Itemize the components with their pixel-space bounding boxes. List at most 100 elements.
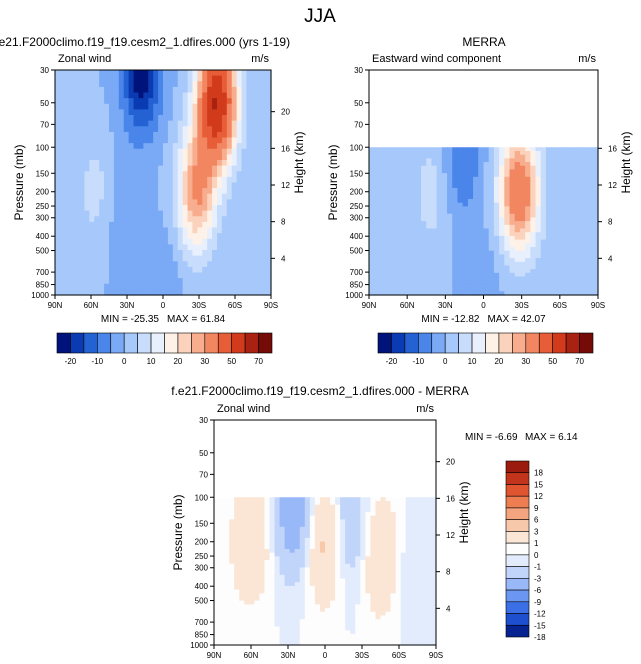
field-cell <box>457 206 464 211</box>
field-cell <box>64 233 71 240</box>
field-cell <box>379 232 386 237</box>
field-cell <box>571 158 578 163</box>
field-cell <box>499 180 505 185</box>
field-cell <box>314 585 321 591</box>
field-cell <box>167 109 174 116</box>
field-cell <box>197 233 203 240</box>
field-cell <box>128 233 135 240</box>
field-cell <box>299 582 306 587</box>
field-cell <box>325 600 331 605</box>
field-cell <box>488 261 495 267</box>
field-cell <box>284 585 291 591</box>
field-cell <box>319 600 326 605</box>
field-cell <box>473 154 479 159</box>
field-cell <box>133 109 140 116</box>
field-cell <box>158 75 164 82</box>
field-cell <box>431 287 438 292</box>
field-cell <box>566 250 573 255</box>
field-cell <box>266 137 272 144</box>
field-cell <box>113 272 120 279</box>
field-cell <box>452 176 459 182</box>
field-cell <box>478 213 485 219</box>
field-cell <box>426 147 433 152</box>
field-cell <box>592 272 599 278</box>
field-cell <box>163 176 169 184</box>
field-cell <box>241 216 248 223</box>
field-cell <box>457 176 464 182</box>
field-cell <box>246 176 252 184</box>
field-cell <box>289 519 296 524</box>
field-cell <box>133 70 140 77</box>
field-cell <box>535 154 542 159</box>
field-cell <box>561 213 568 219</box>
field-cell <box>212 148 218 155</box>
y-right-tick-label: 8 <box>281 218 286 227</box>
field-cell <box>577 261 583 267</box>
field-cell <box>375 519 382 524</box>
field-cell <box>452 265 459 270</box>
field-cell <box>551 173 557 178</box>
field-cell <box>441 206 448 211</box>
field-cell <box>182 278 189 285</box>
field-cell <box>540 246 547 252</box>
field-cell <box>148 143 154 150</box>
field-cell <box>229 604 235 609</box>
field-cell <box>410 206 417 211</box>
field-cell <box>182 165 189 172</box>
field-cell <box>197 131 203 139</box>
field-cell <box>212 210 218 217</box>
field-cell <box>249 537 255 543</box>
field-cell <box>241 199 248 206</box>
field-cell <box>163 188 169 195</box>
field-cell <box>207 98 213 105</box>
field-cell <box>530 246 537 252</box>
field-cell <box>89 176 95 184</box>
field-cell <box>467 287 474 292</box>
field-cell <box>69 255 76 262</box>
field-cell <box>55 289 61 296</box>
field-cell <box>400 235 407 241</box>
field-cell <box>504 217 511 222</box>
field-cell <box>587 147 594 152</box>
field-cell <box>172 98 179 105</box>
field-cell <box>493 169 500 174</box>
field-cell <box>244 589 250 594</box>
field-cell <box>400 206 407 211</box>
field-cell <box>244 541 250 546</box>
field-cell <box>172 233 179 240</box>
chart-title: f.e21.F2000climo.f19_f19.cesm2_1.dfires.… <box>171 384 468 398</box>
field-cell <box>241 70 248 77</box>
field-cell <box>561 246 568 252</box>
field-cell <box>158 109 164 116</box>
field-cell <box>128 205 135 212</box>
field-cell <box>138 272 144 279</box>
field-cell <box>410 283 417 289</box>
field-cell <box>239 589 245 594</box>
field-cell <box>592 191 599 196</box>
field-cell <box>400 165 407 171</box>
field-cell <box>84 176 90 184</box>
field-cell <box>74 199 81 206</box>
field-cell <box>447 287 453 292</box>
field-cell <box>389 206 396 211</box>
field-cell <box>355 637 361 642</box>
field-cell <box>467 191 474 196</box>
field-cell <box>478 228 485 233</box>
field-cell <box>148 233 154 240</box>
colorbar-swatch <box>471 332 486 354</box>
field-cell <box>519 180 526 185</box>
field-cell <box>473 291 479 296</box>
field-cell <box>89 278 95 285</box>
field-cell <box>577 280 583 285</box>
field-cell <box>488 158 495 163</box>
field-cell <box>79 216 86 223</box>
field-cell <box>249 593 255 598</box>
field-cell <box>410 243 417 248</box>
field-cell <box>231 165 238 172</box>
field-cell <box>426 173 433 178</box>
field-cell <box>436 198 443 204</box>
colorbar-swatch <box>164 332 179 354</box>
field-cell <box>345 589 351 594</box>
field-cell <box>64 199 71 206</box>
field-cell <box>571 154 578 159</box>
